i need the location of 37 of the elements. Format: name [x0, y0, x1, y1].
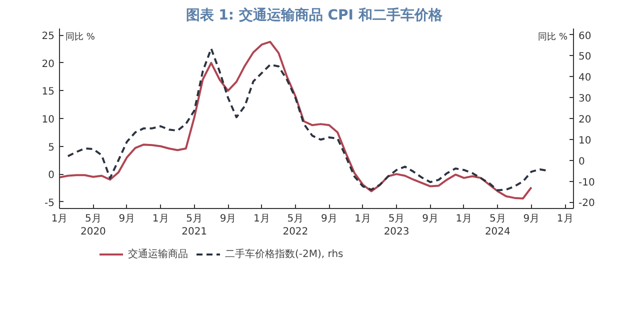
- x-tick-label: 9月: [118, 214, 136, 224]
- x-tick-label: 5月 2020: [80, 214, 106, 238]
- y2-tick-label: 0: [578, 156, 585, 168]
- legend-label: 交通运输商品: [128, 248, 188, 261]
- y-tick-label: 15: [42, 86, 55, 98]
- y-tick-label: 0: [48, 170, 55, 182]
- x-tick-label: 1月: [51, 214, 68, 224]
- chart-title: 图表 1: 交通运输商品 CPI 和二手车价格: [186, 6, 444, 24]
- x-tick-label: 9月: [320, 214, 338, 224]
- x-tick-label: 9月: [523, 214, 540, 224]
- y-tick-label: 10: [42, 114, 55, 126]
- legend-label: 二手车价格指数(-2M), rhs: [225, 248, 344, 261]
- x-tick-label: 1月: [354, 214, 372, 224]
- y-tick-label: 25: [42, 31, 55, 42]
- y-tick-label: -5: [44, 198, 55, 209]
- x-tick-label: 5月 2024: [484, 214, 510, 238]
- y2-tick-label: 30: [578, 94, 592, 105]
- x-tick-label: 5月 2021: [182, 214, 208, 238]
- x-tick-label: 9月: [220, 214, 236, 224]
- y2-tick-label: -10: [578, 177, 595, 188]
- y2-tick-label: 40: [578, 72, 592, 84]
- y2-tick-label: -20: [578, 198, 595, 210]
- y-tick-label: 20: [42, 58, 55, 70]
- y2-tick-label: 60: [578, 30, 592, 42]
- x-tick-label: 5月 2023: [384, 214, 410, 238]
- y2-tick-label: 20: [578, 114, 592, 126]
- y2-tick-label: 10: [578, 135, 592, 146]
- x-tick-label: 1月: [456, 214, 472, 224]
- y-axis-title: 同比 %: [66, 32, 96, 42]
- x-tick-label: 1月: [254, 214, 270, 224]
- x-tick-label: 1月: [152, 214, 169, 224]
- y-tick-label: 5: [48, 142, 55, 154]
- x-tick-label: 5月 2022: [282, 214, 308, 238]
- x-tick-label: 9月: [422, 214, 438, 224]
- y2-tick-label: 50: [578, 52, 592, 63]
- x-tick-label: 1月: [556, 214, 574, 224]
- y2-axis-title: 同比 %: [538, 32, 568, 42]
